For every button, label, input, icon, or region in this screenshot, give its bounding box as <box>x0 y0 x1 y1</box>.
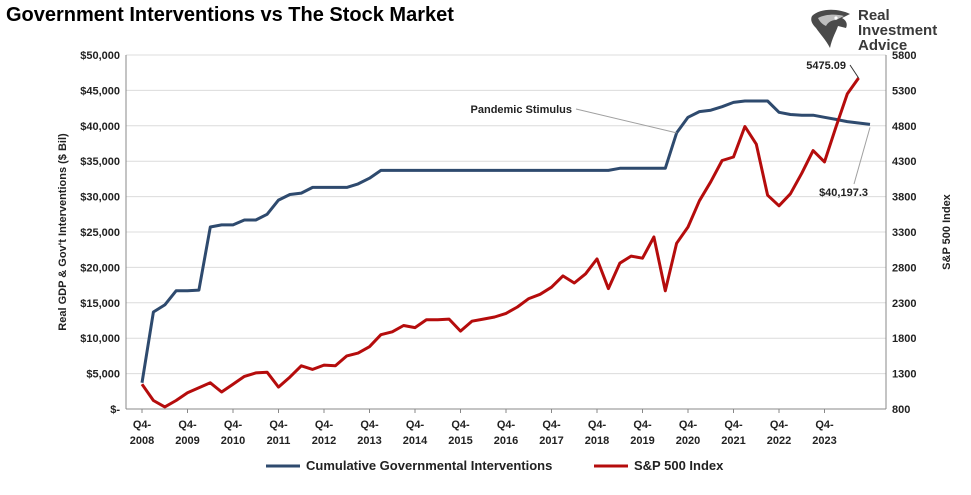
x-tick-label: Q4- <box>406 419 425 431</box>
y-left-tick-label: $35,000 <box>80 156 120 168</box>
annotations: Pandemic Stimulus 5475.09 $40,197.3 <box>471 60 871 199</box>
x-tick-label: Q4- <box>542 419 561 431</box>
x-tick-label-year: 2010 <box>221 435 245 447</box>
x-tick-label-year: 2011 <box>267 435 291 447</box>
x-tick-label-year: 2017 <box>539 435 563 447</box>
logo-text-line3: Advice <box>858 37 908 54</box>
x-tick-label: Q4- <box>497 419 516 431</box>
y-left-tick-label: $50,000 <box>80 50 120 62</box>
x-tick-label: Q4- <box>224 419 243 431</box>
x-tick-label-year: 2014 <box>403 435 428 447</box>
legend-item-sp500-label: S&P 500 Index <box>634 458 724 473</box>
y-left-tick-label: $- <box>110 404 120 416</box>
x-tick-label-year: 2022 <box>767 435 791 447</box>
series-line-sp500 <box>140 77 860 409</box>
y-left-tick-label: $40,000 <box>80 121 120 133</box>
legend: Cumulative Governmental Interventions S&P… <box>266 458 724 473</box>
x-tick-label-year: 2013 <box>357 435 381 447</box>
page-title: Government Interventions vs The Stock Ma… <box>6 4 454 26</box>
y-right-tick-label: 4300 <box>892 156 916 168</box>
logo-text-line1: Real <box>858 7 890 24</box>
x-tick-label: Q4- <box>269 419 288 431</box>
x-tick-label-year: 2020 <box>676 435 700 447</box>
y-left-tick-label: $45,000 <box>80 85 120 97</box>
y-right-tick-label: 4800 <box>892 121 916 133</box>
x-tick-label-year: 2023 <box>812 435 836 447</box>
x-tick-label-year: 2021 <box>721 435 745 447</box>
x-tick-label: Q4- <box>815 419 834 431</box>
y-right-tick-label: 5300 <box>892 85 916 97</box>
grid <box>126 54 886 375</box>
annotation-interventions-last-value: $40,197.3 <box>819 187 868 199</box>
x-tick-label-year: 2019 <box>630 435 654 447</box>
x-tick-label: Q4- <box>451 419 470 431</box>
y-right-tick-label: 3300 <box>892 227 916 239</box>
y-right-tick-label: 5800 <box>892 50 916 62</box>
x-tick-label: Q4- <box>770 419 789 431</box>
x-tick-label: Q4- <box>178 419 197 431</box>
x-tick-label: Q4- <box>360 419 379 431</box>
x-tick-label-year: 2016 <box>494 435 518 447</box>
annotation-sp500-last-value: 5475.09 <box>806 60 846 72</box>
x-tick-label: Q4- <box>724 419 743 431</box>
annotation-leader-sp500-last <box>849 64 860 79</box>
series <box>140 77 871 409</box>
x-tick-label-year: 2012 <box>312 435 336 447</box>
x-tick-label: Q4- <box>633 419 652 431</box>
y-left-tick-label: $15,000 <box>80 298 120 310</box>
y-left-tick-label: $10,000 <box>80 333 120 345</box>
y-right-axis-title: S&P 500 Index <box>941 193 953 269</box>
y-left-tick-label: $5,000 <box>86 369 120 381</box>
logo-text-line2: Investment <box>858 22 938 39</box>
x-tick-label-year: 2008 <box>130 435 154 447</box>
x-tick-label-year: 2009 <box>175 435 199 447</box>
axes: $- $5,000 $10,000 $15,000 $20,000 $25,000 $30,… <box>57 50 953 447</box>
y-left-tick-label: $30,000 <box>80 192 120 204</box>
annotation-leader-interventions-last <box>853 127 871 185</box>
annotation-pandemic-stimulus: Pandemic Stimulus <box>471 104 572 116</box>
y-left-tick-label: $25,000 <box>80 227 120 239</box>
eagle-head-icon <box>811 9 850 49</box>
series-line-interventions <box>140 99 871 384</box>
x-tick-label: Q4- <box>679 419 698 431</box>
x-tick-label-year: 2015 <box>448 435 472 447</box>
y-right-tick-label: 2800 <box>892 262 916 274</box>
legend-item-interventions-label: Cumulative Governmental Interventions <box>306 458 552 473</box>
y-right-tick-label: 1300 <box>892 369 916 381</box>
logo: Real Investment Advice <box>808 6 948 54</box>
x-tick-label: Q4- <box>133 419 152 431</box>
y-right-tick-label: 800 <box>892 404 910 416</box>
x-tick-label: Q4- <box>315 419 334 431</box>
y-left-axis-title: Real GDP & Gov't Interventions ($ Bil) <box>57 133 69 331</box>
x-tick-label-year: 2018 <box>585 435 609 447</box>
y-right-tick-label: 2300 <box>892 298 916 310</box>
annotation-leader-pandemic <box>575 108 677 134</box>
y-right-tick-label: 1800 <box>892 333 916 345</box>
x-tick-label: Q4- <box>588 419 607 431</box>
y-left-tick-label: $20,000 <box>80 262 120 274</box>
y-right-tick-label: 3800 <box>892 192 916 204</box>
